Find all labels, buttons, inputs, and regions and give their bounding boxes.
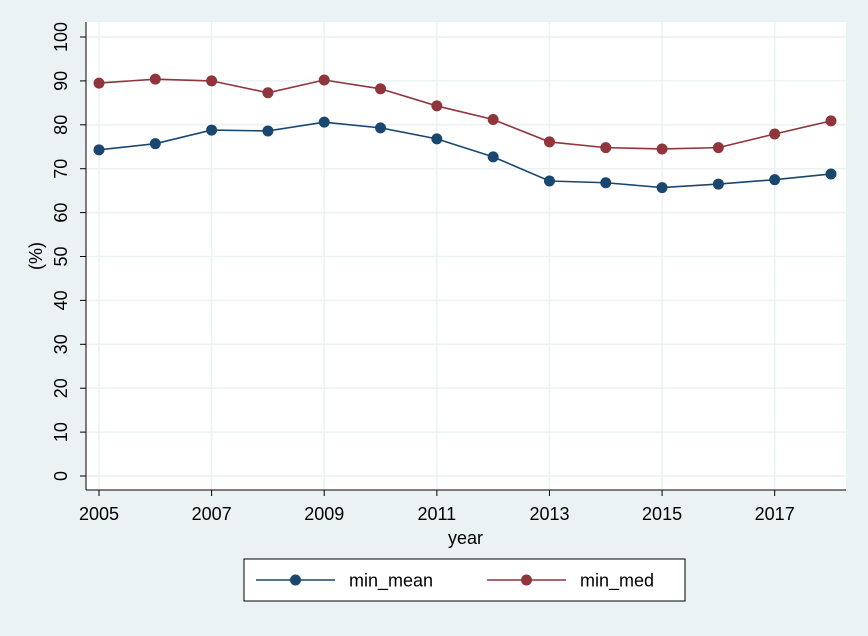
- data-point: [600, 177, 612, 189]
- data-point: [206, 124, 218, 136]
- y-tick-label: 40: [51, 290, 71, 310]
- data-point: [318, 116, 330, 128]
- data-point: [769, 174, 781, 186]
- x-tick-label: 2013: [529, 504, 569, 524]
- y-tick-label: 90: [51, 71, 71, 91]
- data-point: [712, 142, 724, 154]
- data-point: [600, 142, 612, 154]
- x-tick-label: 2009: [304, 504, 344, 524]
- data-point: [93, 144, 105, 156]
- axes: 0 10 20 30 40 50 60 70 80 90 100 2005 2007 2009 2011 20…: [51, 22, 846, 524]
- data-point: [431, 100, 443, 112]
- series-min_mean: [93, 116, 837, 194]
- y-tick-label: 0: [51, 471, 71, 481]
- legend-item-min_mean: min_mean: [256, 571, 433, 592]
- data-point: [206, 75, 218, 87]
- y-tick-label: 30: [51, 334, 71, 354]
- data-point: [825, 115, 837, 127]
- x-tick-label: 2005: [79, 504, 119, 524]
- legend-item-min_med: min_med: [487, 571, 654, 592]
- legend-label: min_mean: [349, 571, 433, 592]
- data-point: [656, 143, 668, 155]
- series-line: [98, 121, 832, 189]
- y-tick-label: 100: [51, 22, 71, 52]
- series-min_med: [93, 73, 837, 155]
- y-tick-label: 60: [51, 203, 71, 223]
- x-axis-title: year: [448, 528, 483, 548]
- legend-swatch-marker: [290, 574, 301, 586]
- x-tick-label: 2015: [642, 504, 682, 524]
- x-tick-label: 2011: [417, 504, 456, 524]
- x-tick-label: 2007: [192, 504, 232, 524]
- data-point: [375, 122, 387, 134]
- y-tick-label: 70: [51, 159, 71, 179]
- data-point: [149, 73, 161, 85]
- data-point: [93, 77, 105, 89]
- data-point: [543, 175, 555, 187]
- series: [93, 73, 837, 194]
- data-point: [262, 87, 274, 99]
- data-point: [712, 178, 724, 190]
- data-point: [431, 133, 443, 145]
- gridlines: [87, 22, 846, 489]
- data-point: [149, 138, 161, 150]
- legend-label: min_med: [580, 571, 654, 592]
- y-tick-label: 80: [51, 115, 71, 135]
- data-point: [375, 83, 387, 95]
- data-point: [262, 125, 274, 137]
- data-point: [487, 151, 499, 163]
- series-line: [98, 78, 832, 150]
- y-tick-label: 50: [51, 246, 71, 266]
- data-point: [318, 74, 330, 86]
- data-point: [769, 128, 781, 140]
- legend-swatch-marker: [521, 574, 532, 586]
- y-axis-title: (%): [26, 242, 46, 270]
- data-point: [543, 136, 555, 148]
- data-point: [825, 168, 837, 180]
- legend: min_mean min_med: [243, 558, 686, 602]
- y-tick-label: 10: [51, 422, 71, 442]
- y-tick-label: 20: [51, 378, 71, 398]
- x-tick-label: 2017: [755, 504, 795, 524]
- data-point: [656, 182, 668, 194]
- axis-labels: year (%): [26, 242, 483, 548]
- data-point: [487, 114, 499, 126]
